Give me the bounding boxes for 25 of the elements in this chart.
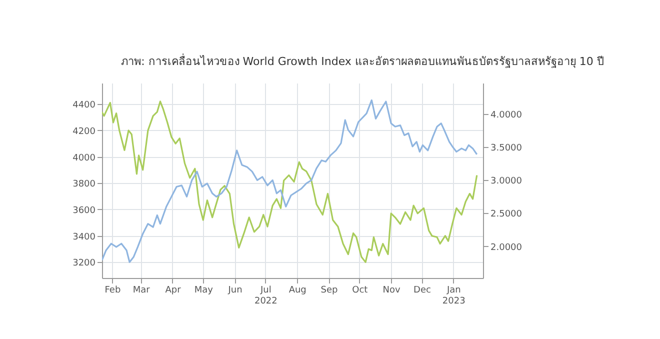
x-tick-label: Jun — [227, 286, 242, 296]
x-tick-label: Oct — [352, 286, 368, 296]
x-tick-label: Jul 2022 — [254, 286, 278, 306]
y-tick-label: 3600 — [72, 206, 96, 216]
y2-tick-label: 2.5000 — [490, 210, 522, 220]
x-tick-label: Mar — [132, 286, 150, 296]
x-tick-label: Feb — [104, 286, 121, 296]
y2-tick-label: 4.0000 — [490, 110, 522, 121]
y-tick-label: 4400 — [72, 100, 96, 111]
x-tick-label: Apr — [165, 286, 182, 296]
x-tick-label: May — [194, 286, 214, 296]
x-tick-label: Aug — [288, 286, 306, 296]
y2-tick-label: 3.0000 — [490, 176, 522, 187]
y2-tick-label: 2.0000 — [490, 242, 522, 253]
x-tick-label: Jan 2023 — [442, 286, 466, 306]
x-tick-label: Sep — [320, 286, 338, 296]
x-tick-label: Dec — [414, 286, 431, 296]
y-tick-label: 3400 — [72, 232, 96, 242]
y2-tick-label: 3.5000 — [490, 144, 522, 154]
y-tick-label: 3800 — [72, 180, 96, 190]
x-tick-label: Nov — [382, 286, 402, 296]
y-tick-label: 4200 — [72, 126, 96, 137]
y-tick-label: 3200 — [72, 258, 96, 269]
y-tick-label: 4000 — [72, 153, 96, 164]
chart-title: ภาพ: การเคลื่อนไหวของ World Growth Index และอัตราผลตอบแทนพันธบัตรรัฐบาลสหรัฐอายุ 10 ปี — [121, 53, 604, 68]
